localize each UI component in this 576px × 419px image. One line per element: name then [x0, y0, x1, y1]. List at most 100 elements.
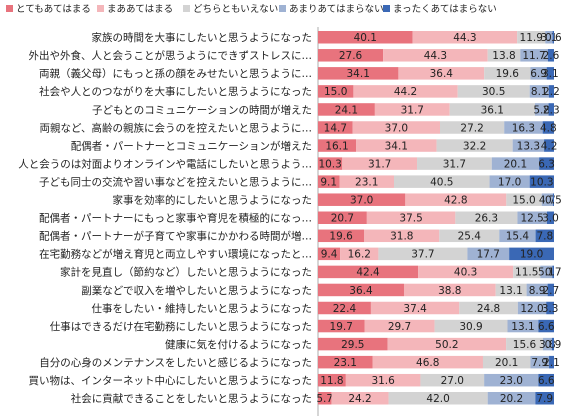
bar-segment: [535, 392, 554, 405]
bar-segment: [318, 301, 371, 315]
bar-segment: [546, 211, 554, 224]
bar-segment: [546, 301, 554, 315]
category-label: 副業などで収入を増やしたいと思うようになった: [81, 284, 312, 297]
data-label: 29.5: [341, 339, 364, 351]
bar-segment: [506, 337, 543, 351]
category-label: 配偶者・パートナーが子育てや家事にかかわる時間が増…: [39, 230, 312, 243]
bar-segment: [517, 31, 546, 44]
bar-segment: [318, 175, 340, 188]
bar-segment: [545, 31, 553, 44]
data-label: 50.2: [435, 339, 458, 351]
data-label: 19.6: [329, 231, 353, 243]
data-label: 2.2: [543, 86, 560, 98]
bar-segment: [538, 319, 554, 333]
bar-segment: [509, 247, 554, 261]
data-label: 44.2: [394, 86, 417, 98]
category-label: 仕事はできるだけ在宅勤務にしたいと思うようになった: [50, 320, 312, 333]
category-label: 配偶者・パートナーとコミュニケーションが増えた: [71, 139, 312, 152]
bar-segment: [318, 283, 404, 297]
bar-segment: [318, 247, 341, 261]
bar-segment: [366, 211, 456, 224]
data-label: 44.3: [424, 50, 447, 62]
data-label: 30.5: [482, 86, 505, 98]
data-label: 6.9: [530, 68, 547, 80]
bar-segment: [551, 337, 554, 351]
legend-swatch: [97, 5, 104, 12]
data-label: 36.4: [349, 285, 373, 297]
category-label: 家事を効率的にしたいと思うようになった: [113, 194, 313, 207]
data-label: 12.0: [520, 303, 543, 315]
bar-segment: [538, 373, 554, 387]
data-label: 12.5: [520, 213, 543, 225]
category-label: 健康に気を付けるようになった: [165, 338, 312, 351]
bar-segment: [540, 265, 553, 279]
data-label: 37.4: [403, 303, 427, 315]
data-label: 7.9: [531, 357, 548, 369]
bar-segment: [440, 121, 505, 134]
bar-segment: [318, 103, 375, 116]
data-label: 30.9: [459, 321, 482, 333]
category-label: 配偶者・パートナーにもっと家事や育児を積極的になっ…: [39, 212, 312, 225]
bar-segment: [393, 175, 490, 188]
category-label: 仕事をしたい・維持したいと思うようになった: [92, 302, 313, 315]
data-label: 19.0: [520, 249, 543, 261]
bar-segment: [342, 157, 418, 170]
data-label: 46.8: [416, 357, 439, 369]
bar-segment: [513, 265, 541, 279]
bar-segment: [506, 193, 542, 206]
bar-segment: [318, 392, 332, 405]
legend-label: まったくあてはまらない: [393, 4, 497, 15]
bar-segment: [542, 121, 554, 134]
data-label: 3.3: [542, 303, 559, 315]
bar-segment: [383, 49, 488, 62]
bar-segment: [418, 265, 514, 279]
bar-segment: [364, 229, 440, 243]
category-label: 両親など、高齢の親族に会うのを控えたいと思うように…: [40, 121, 312, 134]
bar-segment: [459, 301, 518, 315]
data-label: 26.3: [475, 213, 498, 225]
data-label: 23.1: [355, 176, 378, 188]
data-label: 16.1: [325, 140, 348, 152]
category-label: 外出や外食、人と会うことが思うようにできずストレスに…: [29, 49, 313, 62]
bar-segment: [353, 85, 458, 98]
category-label: 子どもとのコミュニケーションの時間が増えた: [92, 103, 312, 116]
bar-segment: [356, 139, 437, 152]
data-label: 8.9: [529, 285, 546, 297]
bar-segment: [517, 211, 547, 224]
bar-segment: [318, 265, 419, 279]
legend-label: どちらともいえない: [193, 4, 278, 15]
category-label: 家族の時間を大事にしたいと思うようになった: [92, 31, 313, 44]
data-label: 15.6: [513, 339, 537, 351]
data-label: 37.5: [399, 213, 422, 225]
data-label: 24.8: [477, 303, 500, 315]
bar-segment: [539, 157, 554, 170]
data-label: 8.1: [531, 86, 548, 98]
data-label: 22.4: [333, 303, 357, 315]
data-label: 9.4: [321, 249, 338, 261]
bar-segment: [535, 229, 554, 243]
bar-segment: [340, 247, 379, 261]
bar-segment: [549, 355, 554, 369]
bar-segment: [318, 139, 357, 152]
bar-segment: [434, 319, 508, 333]
data-label: 10.3: [318, 158, 341, 170]
legend-label: とてもあてはまる: [16, 4, 91, 15]
data-label: 40.1: [354, 32, 377, 44]
data-label: 7.8: [536, 231, 553, 243]
bar-segment: [487, 49, 521, 62]
bar-segment: [542, 337, 552, 351]
data-label: 36.1: [481, 104, 504, 116]
data-label: 42.4: [356, 267, 380, 279]
bar-segment: [318, 31, 413, 44]
bar-segment: [403, 283, 496, 297]
data-label: 7.9: [536, 393, 553, 405]
data-label: 34.1: [347, 68, 370, 80]
data-label: 37.0: [350, 195, 373, 207]
bar-segment: [548, 103, 554, 116]
bar-segment: [547, 283, 554, 297]
bar-segment: [372, 355, 483, 369]
bar-segment: [318, 319, 365, 333]
bar-segment: [507, 319, 539, 333]
bar-segment: [484, 67, 531, 80]
